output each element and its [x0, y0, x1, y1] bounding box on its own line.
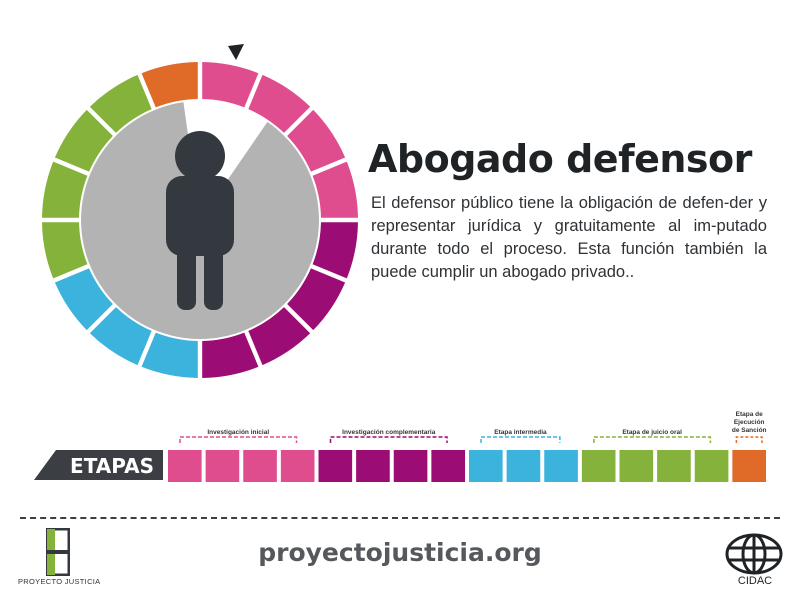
wheel-pointer-icon	[228, 44, 244, 60]
wheel-segment	[312, 222, 358, 279]
stage-block	[581, 450, 616, 482]
stages-bar: ETAPAS Investigación inicial Investigació…	[34, 411, 767, 482]
wheel-segment	[287, 268, 346, 331]
stage-block	[544, 450, 578, 482]
stages-label: ETAPAS	[70, 454, 154, 478]
wheel-segment	[312, 161, 358, 218]
stage-block	[356, 450, 390, 482]
wheel-segment	[54, 268, 113, 331]
stage-block	[506, 450, 541, 482]
stages-label-arrow	[34, 450, 163, 480]
stage-label: Etapa intermedia	[494, 429, 547, 436]
stage-label: Ejecución	[734, 419, 765, 426]
page-title: Abogado defensor	[368, 137, 752, 181]
stage-label: Etapa de juicio oral	[622, 429, 682, 436]
process-wheel	[42, 44, 358, 378]
stage-block	[168, 450, 202, 482]
stage-block	[657, 450, 691, 482]
wheel-segment	[89, 74, 152, 133]
wheel-segments	[42, 62, 358, 378]
stage-block	[431, 450, 465, 482]
stage-bracket	[179, 436, 298, 443]
stage-block	[619, 450, 654, 482]
website-url[interactable]: proyectojusticia.org	[258, 538, 542, 567]
footer-divider	[20, 517, 780, 519]
wheel-segment	[141, 62, 198, 108]
wheel-segment	[42, 222, 88, 279]
wheel-segment	[54, 109, 113, 172]
stage-block	[318, 450, 353, 482]
stage-bracket	[593, 436, 712, 443]
stage-block	[243, 450, 277, 482]
wheel-segment	[202, 332, 259, 378]
wheel-segment	[141, 332, 198, 378]
proyecto-justicia-logo-icon	[46, 528, 70, 576]
stage-label: Investigación inicial	[207, 429, 269, 436]
stage-blocks: Investigación inicial Investigación compl…	[168, 411, 767, 482]
stage-bracket	[735, 436, 763, 443]
stage-block	[469, 450, 503, 482]
stage-bracket	[329, 436, 448, 443]
stage-label: de Sanción	[732, 427, 767, 434]
stage-label: Etapa de	[736, 411, 763, 418]
stage-block	[732, 450, 766, 482]
stage-label: Investigación complementaria	[342, 429, 436, 436]
stage-block	[205, 450, 240, 482]
wheel-segment	[287, 109, 346, 172]
wheel-segment	[42, 161, 88, 218]
wheel-segment	[248, 74, 311, 133]
stage-block	[694, 450, 729, 482]
stage-block	[280, 450, 315, 482]
wheel-segment	[202, 62, 259, 108]
description-text: El defensor público tiene la obligación …	[371, 194, 767, 281]
person-icon	[166, 131, 234, 310]
proyecto-justicia-logo-text: PROYECTO JUSTICIA	[18, 577, 101, 586]
wheel-segment	[248, 307, 311, 366]
stage-bracket	[480, 436, 561, 443]
wheel-segment	[89, 307, 152, 366]
stage-block	[393, 450, 428, 482]
cidac-logo-text: CIDAC	[737, 575, 773, 587]
globe-icon	[725, 533, 783, 575]
